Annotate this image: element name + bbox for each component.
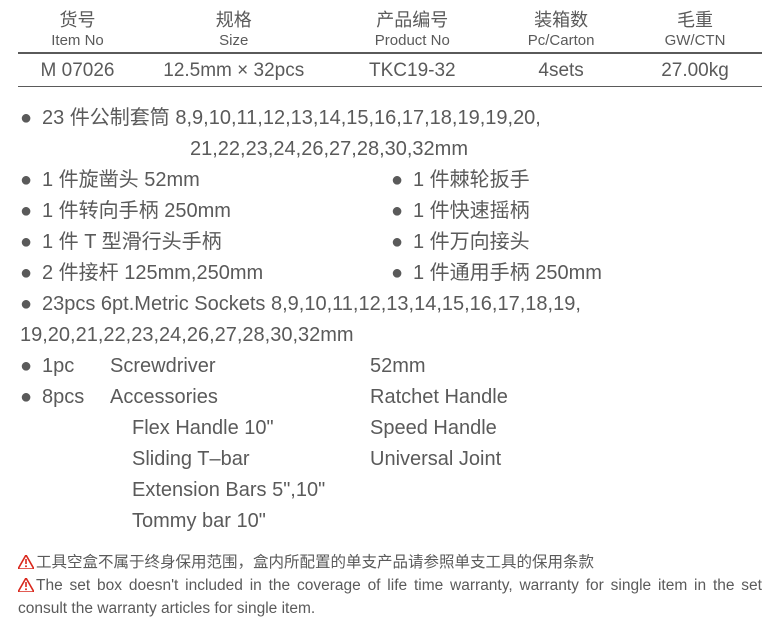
en-line-1b: 19,20,21,22,23,24,26,27,28,30,32mm	[20, 320, 762, 351]
cn-row-2: ●1 件转向手柄 250mm ●1 件快速摇柄	[20, 196, 762, 227]
cn-row-3: ●1 件 T 型滑行头手柄 ●1 件万向接头	[20, 227, 762, 258]
en-row-2: ● 8pcs Accessories Ratchet Handle	[20, 382, 762, 413]
en-row-1: ● 1pc Screwdriver 52mm	[20, 351, 762, 382]
warning-icon	[18, 578, 34, 592]
cell-pc-carton: 4sets	[494, 53, 628, 87]
en-sub-3: Extension Bars 5",10"	[20, 475, 762, 506]
th-pc-carton: 装箱数Pc/Carton	[494, 8, 628, 53]
cell-size: 12.5mm × 32pcs	[137, 53, 330, 87]
cn-row-4: ●2 件接杆 125mm,250mm ●1 件通用手柄 250mm	[20, 258, 762, 289]
table-row: M 07026 12.5mm × 32pcs TKC19-32 4sets 27…	[18, 53, 762, 87]
th-size: 规格Size	[137, 8, 330, 53]
cn-line-1: ●23 件公制套筒 8,9,10,11,12,13,14,15,16,17,18…	[20, 103, 762, 134]
en-sub-2: Sliding T–barUniversal Joint	[20, 444, 762, 475]
cell-product-no: TKC19-32	[330, 53, 494, 87]
cell-item-no: M 07026	[18, 53, 137, 87]
spec-table: 货号Item No 规格Size 产品编号Product No 装箱数Pc/Ca…	[18, 8, 762, 87]
content-block: ●23 件公制套筒 8,9,10,11,12,13,14,15,16,17,18…	[18, 97, 762, 537]
warning-icon	[18, 555, 34, 569]
cell-gw-ctn: 27.00kg	[628, 53, 762, 87]
warning-cn: 工具空盒不属于终身保用范围，盒内所配置的单支产品请参照单支工具的保用条款	[18, 551, 762, 574]
th-product-no: 产品编号Product No	[330, 8, 494, 53]
cn-line-1b: 21,22,23,24,26,27,28,30,32mm	[20, 134, 762, 165]
warning-block: 工具空盒不属于终身保用范围，盒内所配置的单支产品请参照单支工具的保用条款 The…	[18, 551, 762, 621]
cn-row-1: ●1 件旋凿头 52mm ●1 件棘轮扳手	[20, 165, 762, 196]
en-sub-1: Flex Handle 10"Speed Handle	[20, 413, 762, 444]
warning-en: The set box doesn't included in the cove…	[18, 574, 762, 621]
en-line-1: ●23pcs 6pt.Metric Sockets 8,9,10,11,12,1…	[20, 289, 762, 320]
th-item-no: 货号Item No	[18, 8, 137, 53]
th-gw-ctn: 毛重GW/CTN	[628, 8, 762, 53]
en-sub-4: Tommy bar 10"	[20, 506, 762, 537]
